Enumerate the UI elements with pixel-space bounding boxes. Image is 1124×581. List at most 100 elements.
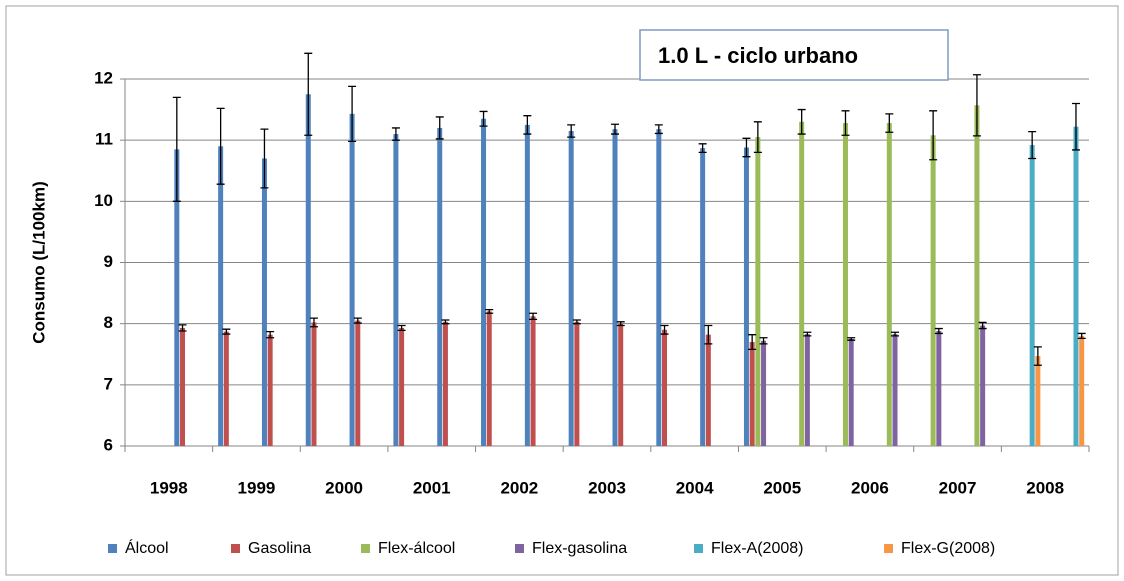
bar (486, 311, 492, 446)
x-tick-label: 2002 (500, 478, 538, 497)
x-tick-label: 2003 (588, 478, 626, 497)
bar (662, 329, 668, 446)
error-bar (309, 317, 318, 328)
bar (842, 123, 848, 446)
legend-swatch (515, 544, 524, 553)
error-bar (178, 324, 187, 332)
error-bar (654, 124, 663, 135)
bar (481, 118, 487, 446)
y-tick-label: 11 (95, 130, 113, 149)
bar (311, 322, 317, 446)
bar (442, 321, 448, 446)
bar (749, 342, 755, 446)
error-bar (435, 116, 444, 140)
error-bar (972, 74, 981, 137)
error-bar (797, 108, 806, 135)
error-bar (1028, 130, 1037, 160)
bar (524, 124, 530, 446)
bar (799, 121, 805, 447)
bar (180, 327, 186, 446)
error-bar (567, 124, 576, 138)
bar (612, 129, 618, 446)
error-bar (216, 107, 225, 185)
error-bar (304, 52, 313, 136)
y-tick-label: 12 (94, 68, 113, 87)
annotation: 1.0 L - ciclo urbano (658, 43, 858, 68)
bar (261, 158, 267, 446)
bar (1029, 145, 1035, 446)
bar (974, 105, 980, 446)
bar (437, 127, 443, 446)
error-bar (616, 321, 625, 327)
x-tick-label: 2001 (413, 478, 451, 497)
error-bar (698, 143, 707, 154)
error-bar (704, 324, 713, 345)
error-bar (847, 337, 856, 341)
y-tick-label: 6 (104, 435, 113, 454)
bar (705, 334, 711, 446)
x-tick-label: 2000 (325, 478, 363, 497)
bar (618, 323, 624, 446)
error-bar (397, 324, 406, 332)
error-bar (485, 308, 494, 314)
bar (349, 113, 355, 447)
legend-label: Gasolina (248, 540, 311, 557)
x-tick-label: 2007 (939, 478, 977, 497)
bar (761, 340, 767, 446)
error-bar (172, 96, 181, 202)
legend-label: Flex-álcool (378, 540, 455, 557)
bar (1073, 126, 1079, 447)
bar (223, 331, 229, 446)
error-bar (348, 85, 357, 143)
error-bar (260, 128, 269, 189)
error-bar (660, 324, 669, 335)
legend-swatch (361, 544, 370, 553)
bar (355, 320, 361, 446)
bar (1035, 356, 1041, 446)
bar (936, 331, 942, 446)
bar (174, 149, 180, 446)
y-tick-label: 10 (94, 191, 113, 210)
error-bar (266, 330, 275, 339)
error-bar (753, 121, 762, 154)
x-tick-label: 1998 (150, 478, 188, 497)
error-bar (441, 319, 450, 325)
error-bar (759, 337, 768, 345)
x-tick-label: 1999 (238, 478, 276, 497)
bar (530, 316, 536, 446)
legend-swatch (884, 544, 893, 553)
bar (393, 134, 399, 447)
error-bar (523, 115, 532, 135)
error-bar (929, 110, 938, 161)
bar (804, 334, 810, 446)
bar (656, 129, 662, 446)
legend-swatch (108, 544, 117, 553)
bar (568, 130, 574, 446)
x-tick-label: 2006 (851, 478, 889, 497)
bar (1079, 335, 1085, 446)
error-bar (934, 327, 943, 335)
error-bar (1033, 346, 1042, 366)
error-bar (391, 127, 400, 141)
bar (305, 94, 311, 447)
y-axis-label: Consumo (L/100km) (29, 181, 48, 343)
error-bar (1071, 102, 1080, 151)
bar (930, 135, 936, 447)
x-tick-label: 2004 (676, 478, 714, 497)
x-tick-label: 2005 (763, 478, 801, 497)
annotation-box (639, 29, 949, 81)
legend-swatch (231, 544, 240, 553)
legend-label: Flex-gasolina (532, 540, 627, 557)
bars (174, 94, 1085, 447)
error-bar (891, 331, 900, 337)
error-bar (572, 319, 581, 325)
error-bar (841, 110, 850, 136)
error-bar (803, 331, 812, 337)
bar (743, 147, 749, 447)
error-bar (885, 113, 894, 133)
error-bar (611, 123, 619, 135)
error-bar (742, 137, 751, 158)
bar (267, 334, 273, 446)
error-bar (1077, 332, 1086, 339)
